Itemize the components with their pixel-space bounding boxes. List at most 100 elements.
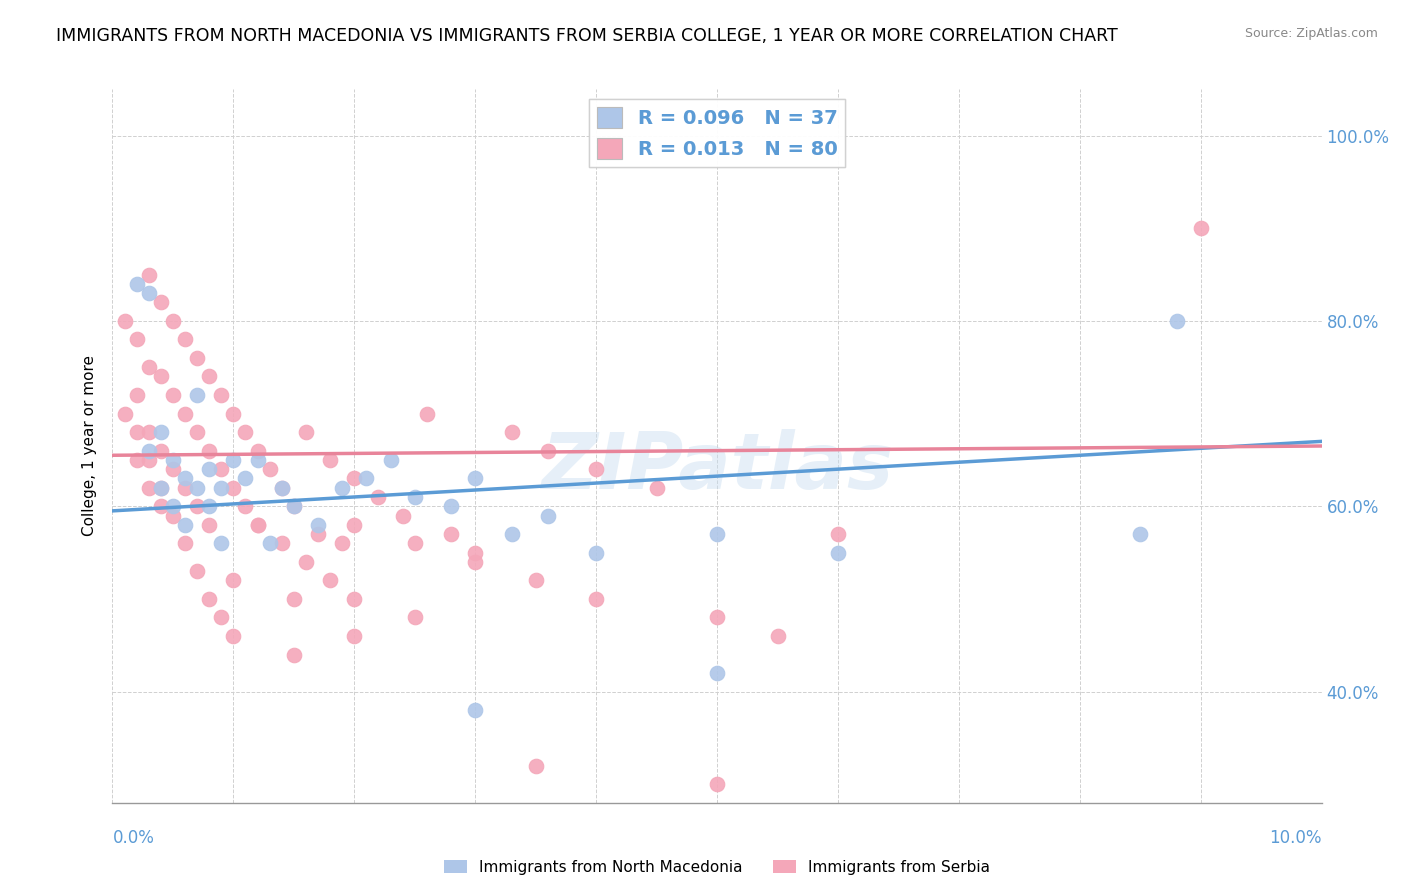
Point — [149, 500, 172, 514]
Point — [162, 453, 184, 467]
Point — [343, 591, 366, 606]
Point — [222, 574, 245, 588]
Point — [138, 360, 160, 375]
Point — [283, 591, 305, 606]
Point — [270, 536, 292, 550]
Point — [706, 610, 728, 624]
Point — [295, 555, 318, 569]
Point — [186, 388, 208, 402]
Point — [404, 490, 426, 504]
Point — [501, 425, 523, 439]
Point — [174, 407, 197, 421]
Point — [235, 425, 257, 439]
Point — [1189, 221, 1212, 235]
Point — [174, 481, 197, 495]
Point — [138, 443, 160, 458]
Point — [246, 517, 269, 532]
Point — [537, 443, 560, 458]
Point — [391, 508, 413, 523]
Point — [186, 351, 208, 365]
Point — [186, 564, 208, 578]
Point — [162, 314, 184, 328]
Point — [235, 500, 257, 514]
Point — [404, 610, 426, 624]
Point — [162, 500, 184, 514]
Point — [766, 629, 789, 643]
Point — [246, 443, 269, 458]
Point — [706, 777, 728, 791]
Point — [125, 388, 148, 402]
Point — [209, 481, 232, 495]
Point — [162, 388, 184, 402]
Point — [330, 481, 353, 495]
Point — [138, 268, 160, 282]
Point — [162, 462, 184, 476]
Point — [186, 425, 208, 439]
Point — [330, 536, 353, 550]
Point — [222, 407, 245, 421]
Point — [464, 703, 486, 717]
Point — [138, 286, 160, 301]
Point — [827, 545, 849, 559]
Point — [501, 527, 523, 541]
Point — [283, 500, 305, 514]
Point — [209, 462, 232, 476]
Point — [270, 481, 292, 495]
Point — [174, 333, 197, 347]
Point — [198, 443, 221, 458]
Point — [270, 481, 292, 495]
Point — [186, 481, 208, 495]
Point — [464, 471, 486, 485]
Point — [198, 462, 221, 476]
Point — [174, 536, 197, 550]
Point — [343, 517, 366, 532]
Point — [1166, 314, 1188, 328]
Point — [174, 517, 197, 532]
Point — [198, 517, 221, 532]
Point — [319, 453, 342, 467]
Point — [209, 388, 232, 402]
Point — [222, 481, 245, 495]
Point — [235, 471, 257, 485]
Point — [125, 333, 148, 347]
Point — [380, 453, 402, 467]
Point — [209, 610, 232, 624]
Point — [246, 517, 269, 532]
Point — [149, 425, 172, 439]
Point — [307, 517, 329, 532]
Point — [149, 481, 172, 495]
Point — [464, 555, 486, 569]
Point — [149, 481, 172, 495]
Point — [125, 425, 148, 439]
Point — [827, 527, 849, 541]
Point — [404, 536, 426, 550]
Point — [585, 591, 607, 606]
Point — [645, 481, 668, 495]
Point — [162, 508, 184, 523]
Point — [125, 453, 148, 467]
Point — [283, 500, 305, 514]
Point — [307, 527, 329, 541]
Text: ZIPatlas: ZIPatlas — [541, 429, 893, 506]
Point — [295, 425, 318, 439]
Legend: R = 0.096   N = 37, R = 0.013   N = 80: R = 0.096 N = 37, R = 0.013 N = 80 — [589, 99, 845, 167]
Point — [149, 295, 172, 310]
Point — [464, 545, 486, 559]
Point — [319, 574, 342, 588]
Point — [585, 545, 607, 559]
Text: Source: ZipAtlas.com: Source: ZipAtlas.com — [1244, 27, 1378, 40]
Point — [416, 407, 439, 421]
Point — [343, 471, 366, 485]
Point — [198, 500, 221, 514]
Point — [585, 462, 607, 476]
Point — [209, 536, 232, 550]
Point — [246, 453, 269, 467]
Point — [222, 629, 245, 643]
Point — [283, 648, 305, 662]
Point — [1129, 527, 1152, 541]
Text: 10.0%: 10.0% — [1270, 829, 1322, 847]
Point — [440, 500, 463, 514]
Point — [524, 758, 547, 772]
Point — [222, 453, 245, 467]
Point — [138, 481, 160, 495]
